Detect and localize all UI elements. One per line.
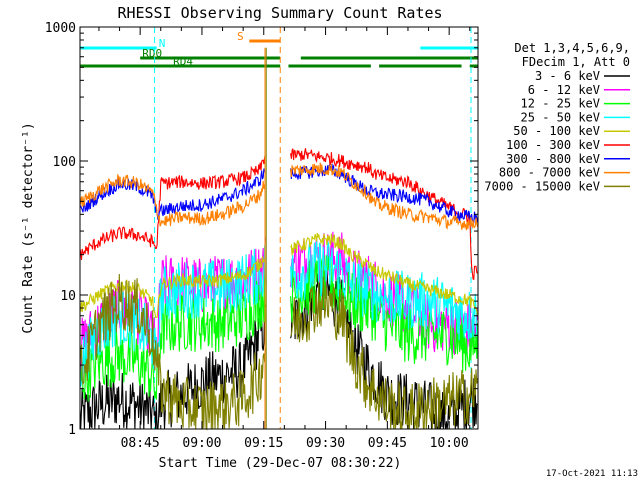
series-line-50-100-kev-segment-2 — [290, 232, 479, 316]
series-line-12-25-kev-segment-2 — [290, 254, 479, 374]
series-lines — [79, 47, 479, 431]
y-axis-label: Count Rate (s⁻¹ detector⁻¹) — [21, 122, 36, 333]
legend-header-line-1: Det 1,3,4,5,6,9, — [514, 41, 630, 55]
series-line-100-300-kev-segment-2 — [290, 148, 478, 281]
x-axis-label: Start Time (29-Dec-07 08:30:22) — [159, 456, 402, 471]
x-tick-label: 09:45 — [368, 436, 407, 451]
series-line-100-300-kev — [79, 148, 478, 281]
series-line-7000-15000-kev-segment-1 — [79, 273, 266, 431]
flag-label-n: N — [159, 37, 166, 50]
y-tick-label: 100 — [53, 155, 76, 170]
legend-800-7000-kev-label: 800 - 7000 keV — [499, 166, 600, 180]
x-tick-label: 09:00 — [182, 436, 221, 451]
legend-7000-15000-kev-label: 7000 - 15000 keV — [484, 179, 600, 193]
flag-label-rd0: RD0 — [142, 47, 162, 60]
series-line-7000-15000-kev — [79, 273, 479, 431]
y-tick-label: 1 — [68, 423, 76, 438]
legend-25-50-kev-label: 25 - 50 keV — [521, 110, 600, 124]
series-line-12-25-kev — [79, 254, 479, 402]
series-line-12-25-kev-segment-1 — [79, 269, 266, 402]
series-line-800-7000-kev — [79, 162, 479, 231]
legend-3-6-kev-label: 3 - 6 keV — [535, 69, 600, 83]
legend-100-300-kev-label: 100 - 300 keV — [506, 138, 600, 152]
legend-50-100-kev-label: 50 - 100 keV — [513, 124, 600, 138]
plot-frame — [79, 26, 479, 430]
x-tick-label: 08:45 — [121, 436, 160, 451]
footer-timestamp: 17-Oct-2021 11:13 — [546, 469, 638, 479]
series-line-300-800-kev-segment-1 — [79, 168, 266, 220]
y-tick-label: 1000 — [45, 21, 76, 36]
legend-300-800-kev-label: 300 - 800 keV — [506, 152, 600, 166]
chart-title: RHESSI Observing Summary Count Rates — [117, 4, 442, 22]
x-tick-label: 09:15 — [244, 436, 283, 451]
series-line-800-7000-kev-segment-2 — [290, 162, 479, 231]
axes: 1 10 100 1000 08:45 09:00 09:15 09:30 09:45 10:00 — [45, 21, 479, 451]
y-tick-label: 10 — [60, 289, 76, 304]
flag-label-rd4: RD4 — [173, 55, 193, 68]
series-line-7000-15000-kev-segment-2 — [290, 276, 479, 430]
flag-bars: N S RD0 RD4 — [80, 30, 478, 68]
series-line-100-300-kev-segment-1 — [79, 155, 266, 260]
legend-header-line-2: FDecim 1, Att 0 — [522, 55, 630, 69]
x-tick-label: 09:30 — [306, 436, 345, 451]
legend-6-12-kev-label: 6 - 12 keV — [528, 83, 600, 97]
x-tick-label: 10:00 — [430, 436, 469, 451]
series-line-800-7000-kev-segment-1 — [79, 173, 266, 227]
series-line-25-50-kev-segment-2 — [290, 239, 478, 341]
flag-label-s: S — [237, 30, 244, 43]
legend-12-25-kev-label: 12 - 25 keV — [521, 97, 600, 111]
